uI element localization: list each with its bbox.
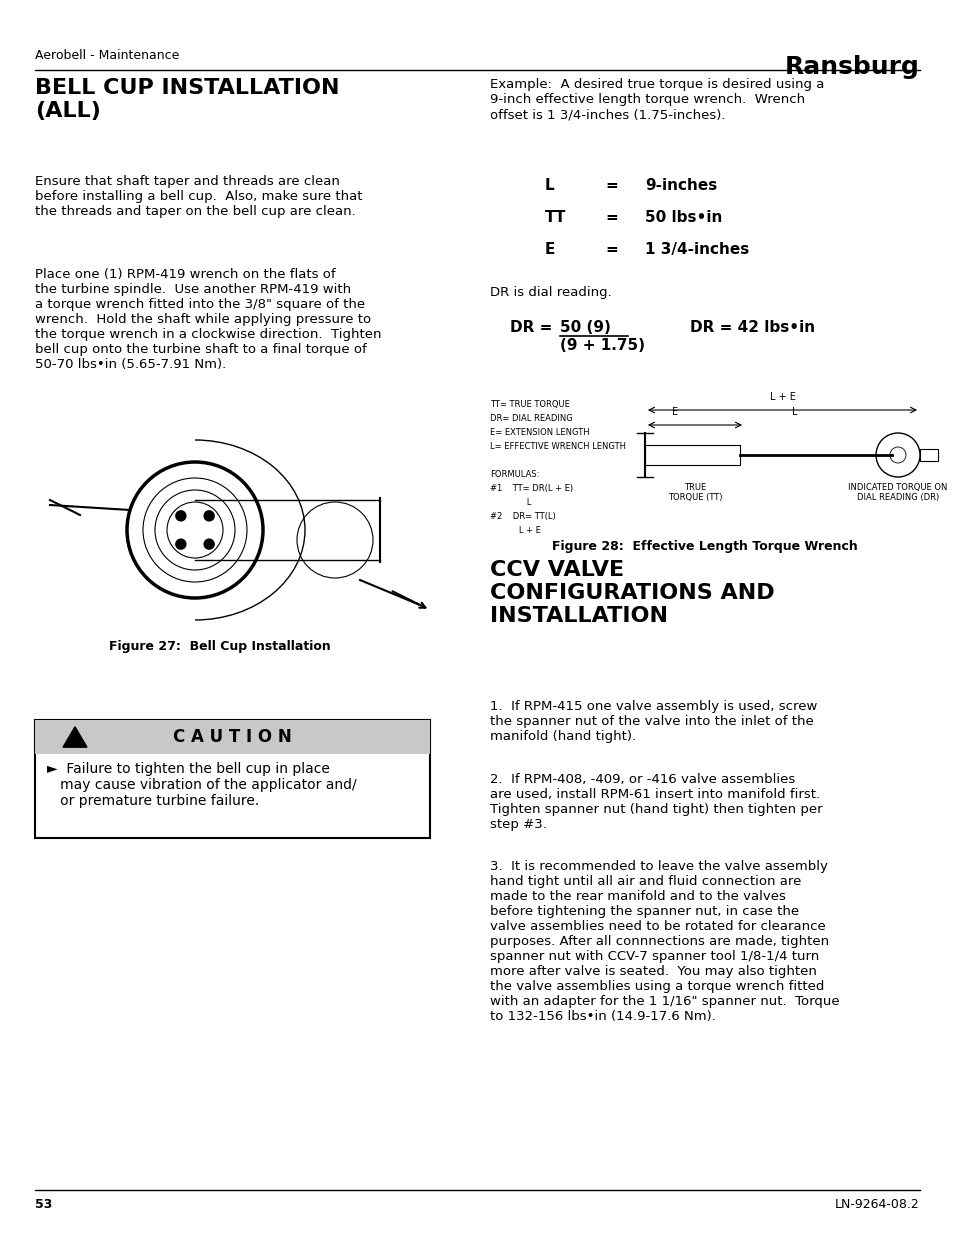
Text: L: L (490, 498, 531, 508)
Text: ►  Failure to tighten the bell cup in place
   may cause vibration of the applic: ► Failure to tighten the bell cup in pla… (47, 762, 356, 809)
Text: DR =: DR = (510, 320, 558, 335)
Text: INDICATED TORQUE ON
DIAL READING (DR): INDICATED TORQUE ON DIAL READING (DR) (847, 483, 946, 503)
Text: E: E (544, 242, 555, 257)
Text: Figure 27:  Bell Cup Installation: Figure 27: Bell Cup Installation (109, 640, 331, 653)
Text: =: = (604, 242, 618, 257)
Text: E: E (671, 408, 678, 417)
Text: L: L (544, 178, 554, 193)
Text: TT= TRUE TORQUE: TT= TRUE TORQUE (490, 400, 569, 409)
Circle shape (175, 511, 186, 521)
Bar (644, 445, 740, 466)
Text: E= EXTENSION LENGTH: E= EXTENSION LENGTH (490, 429, 589, 437)
Circle shape (175, 540, 186, 550)
Text: #1    TT= DR(L + E): #1 TT= DR(L + E) (490, 484, 573, 493)
Text: L: L (791, 408, 797, 417)
Text: DR= DIAL READING: DR= DIAL READING (490, 414, 572, 424)
Text: TT: TT (544, 210, 566, 225)
Text: 50 lbs•in: 50 lbs•in (644, 210, 721, 225)
Text: DR is dial reading.: DR is dial reading. (490, 287, 611, 299)
Text: L + E: L + E (490, 526, 540, 535)
Text: CCV VALVE
CONFIGURATIONS AND
INSTALLATION: CCV VALVE CONFIGURATIONS AND INSTALLATIO… (490, 559, 774, 626)
Text: =: = (604, 178, 618, 193)
Text: L + E: L + E (769, 391, 795, 403)
Bar (35, 720, 430, 755)
Text: #2    DR= TT(L): #2 DR= TT(L) (490, 513, 556, 521)
Text: 1.  If RPM-415 one valve assembly is used, screw
the spanner nut of the valve in: 1. If RPM-415 one valve assembly is used… (490, 700, 817, 743)
Text: 50 (9): 50 (9) (559, 320, 610, 335)
Text: Example:  A desired true torque is desired using a
9-inch effective length torqu: Example: A desired true torque is desire… (490, 78, 823, 121)
Text: 9-inches: 9-inches (644, 178, 717, 193)
Text: 53: 53 (35, 1198, 52, 1212)
Polygon shape (63, 727, 87, 747)
Circle shape (204, 511, 213, 521)
Text: Ransburg: Ransburg (784, 56, 919, 79)
Text: FORMULAS:: FORMULAS: (490, 471, 538, 479)
Text: 3.  It is recommended to leave the valve assembly
hand tight until all air and f: 3. It is recommended to leave the valve … (490, 860, 839, 1023)
Text: !: ! (72, 735, 77, 745)
Text: DR = 42 lbs•in: DR = 42 lbs•in (689, 320, 814, 335)
Text: (9 + 1.75): (9 + 1.75) (559, 338, 644, 353)
Text: LN-9264-08.2: LN-9264-08.2 (835, 1198, 919, 1212)
Text: L= EFFECTIVE WRENCH LENGTH: L= EFFECTIVE WRENCH LENGTH (490, 442, 625, 451)
Text: Ensure that shaft taper and threads are clean
before installing a bell cup.  Als: Ensure that shaft taper and threads are … (35, 175, 362, 219)
Circle shape (204, 540, 213, 550)
Text: TRUE
TORQUE (TT): TRUE TORQUE (TT) (667, 483, 721, 503)
Bar (35, 720, 430, 839)
Text: C A U T I O N: C A U T I O N (172, 727, 292, 746)
Text: BELL CUP INSTALLATION
(ALL): BELL CUP INSTALLATION (ALL) (35, 78, 339, 121)
Text: Figure 28:  Effective Length Torque Wrench: Figure 28: Effective Length Torque Wrenc… (552, 540, 857, 553)
Text: =: = (604, 210, 618, 225)
Text: Aerobell - Maintenance: Aerobell - Maintenance (35, 49, 179, 62)
Text: 1 3/4-inches: 1 3/4-inches (644, 242, 748, 257)
Text: Place one (1) RPM-419 wrench on the flats of
the turbine spindle.  Use another R: Place one (1) RPM-419 wrench on the flat… (35, 268, 381, 370)
Bar (919, 450, 937, 461)
Text: 2.  If RPM-408, -409, or -416 valve assemblies
are used, install RPM-61 insert i: 2. If RPM-408, -409, or -416 valve assem… (490, 773, 821, 831)
